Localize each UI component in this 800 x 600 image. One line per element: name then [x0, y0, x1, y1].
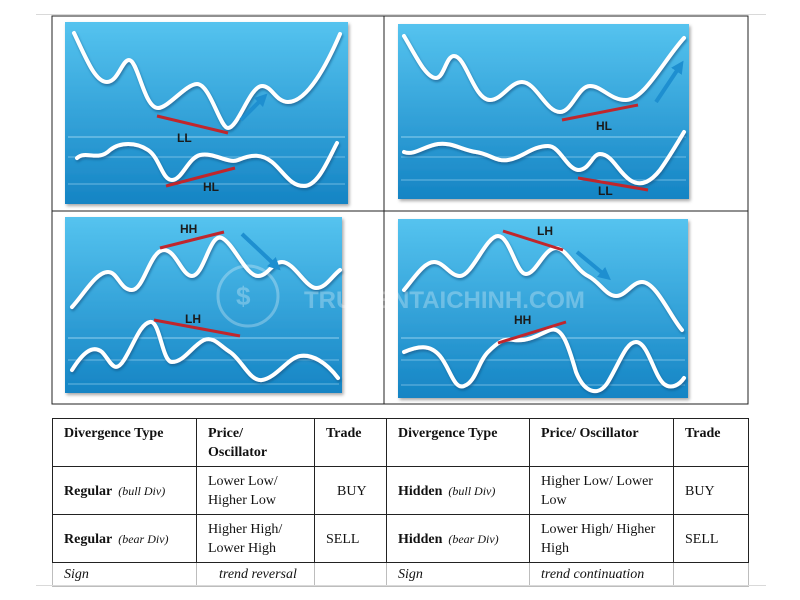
cell-trade: SELL [673, 514, 749, 563]
sign-value: trend continuation [529, 562, 674, 587]
price-curve [72, 31, 342, 131]
oscillator-divergence-line [497, 320, 567, 345]
price-divergence-line [159, 230, 225, 250]
header-price-oscillator: Price/ Oscillator [196, 418, 315, 467]
panel-hidden-bear: LH HH [398, 219, 688, 398]
down-arrow-icon [240, 232, 281, 271]
watermark-logo-icon [216, 264, 280, 328]
up-arrow-icon [654, 60, 684, 104]
oscillator-divergence-line [153, 318, 241, 338]
sign-value: trend reversal [196, 562, 315, 587]
header-divergence-type: Divergence Type [386, 418, 530, 467]
table-header-row: Divergence Type Price/ Oscillator Trade … [52, 418, 749, 467]
panel-regular-bull: LL HL [65, 22, 348, 204]
sign-empty-cell [314, 562, 387, 587]
panel-background [65, 217, 342, 393]
cell-price-oscillator: Higher Low/ Lower Low [529, 466, 674, 515]
header-trade: Trade [314, 418, 387, 467]
oscillator-pivot-label: HL [203, 180, 219, 194]
diagram-grid: LL HL HL LL HH [51, 15, 749, 405]
cell-type: Regular (bull Div) [52, 466, 197, 515]
price-curve [70, 235, 342, 309]
table-sign-row: Sign trend reversal Sign trend continuat… [52, 562, 749, 587]
price-divergence-line [156, 114, 229, 135]
cell-price-oscillator: Higher High/ Lower High [196, 514, 315, 563]
diagram-frame [51, 15, 749, 405]
cell-type: Hidden (bear Div) [386, 514, 530, 563]
sign-label: Sign [386, 562, 530, 587]
header-price-oscillator: Price/ Oscillator [529, 418, 674, 467]
cell-price-oscillator: Lower Low/ Higher Low [196, 466, 315, 515]
oscillator-pivot-label: LH [185, 312, 201, 326]
sign-empty-cell [673, 562, 749, 587]
oscillator-pivot-label: LL [598, 184, 613, 198]
oscillator-pivot-label: HH [514, 313, 531, 327]
table-row: Regular (bull Div) Lower Low/ Higher Low … [52, 466, 749, 515]
oscillator-curve [70, 320, 340, 383]
price-pivot-label: LL [177, 131, 192, 145]
header-trade: Trade [673, 418, 749, 467]
price-pivot-label: HL [596, 119, 612, 133]
sign-label: Sign [52, 562, 197, 587]
oscillator-curve [402, 327, 686, 394]
watermark: $ TRUVIENTAICHINH.COM [216, 264, 585, 328]
oscillator-divergence-line [165, 166, 236, 188]
up-arrow-icon [239, 93, 268, 122]
cell-trade: SELL [314, 514, 387, 563]
panel-regular-bear: HH LH [65, 217, 342, 393]
price-curve [402, 233, 684, 332]
price-divergence-line [561, 103, 639, 122]
bottom-rule [36, 585, 766, 586]
panel-background [65, 22, 348, 204]
down-arrow-icon [575, 250, 611, 281]
cell-trade: BUY [314, 466, 387, 515]
oscillator-divergence-line [577, 176, 649, 192]
cell-type: Regular (bear Div) [52, 514, 197, 563]
top-rule [36, 14, 766, 15]
cell-price-oscillator: Lower High/ Higher High [529, 514, 674, 563]
panel-hidden-bull: HL LL [398, 24, 689, 199]
price-pivot-label: HH [180, 222, 197, 236]
price-divergence-line [502, 229, 564, 252]
svg-text:$: $ [236, 281, 251, 311]
watermark-text: TRUVIENTAICHINH.COM [304, 287, 585, 314]
table-row: Regular (bear Div) Higher High/ Lower Hig… [52, 514, 749, 563]
oscillator-curve [402, 130, 686, 186]
price-pivot-label: LH [537, 224, 553, 238]
cell-type: Hidden (bull Div) [386, 466, 530, 515]
price-curve [402, 34, 686, 115]
cell-trade: BUY [673, 466, 749, 515]
header-divergence-type: Divergence Type [52, 418, 197, 467]
oscillator-curve [75, 141, 339, 189]
divergence-table: Divergence Type Price/ Oscillator Trade … [52, 418, 749, 587]
panel-background [398, 24, 689, 199]
